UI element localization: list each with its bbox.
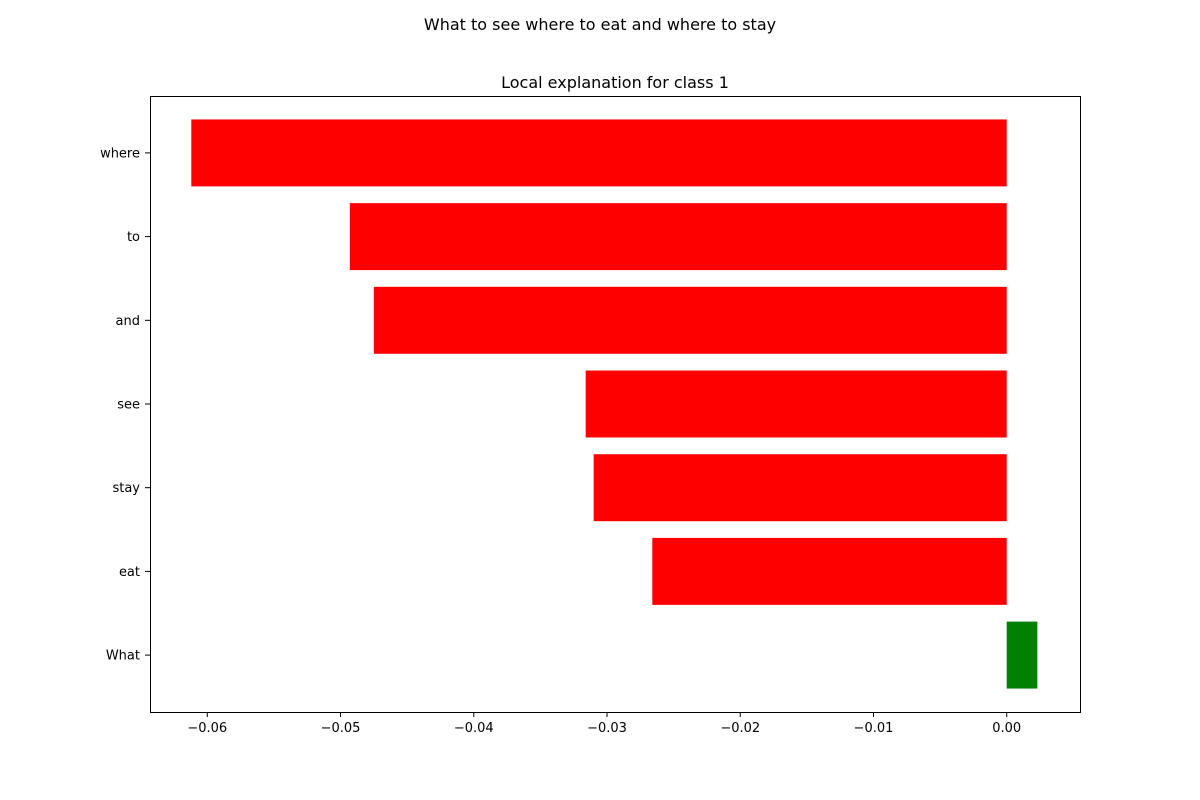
x-tick-label: −0.03 xyxy=(587,721,627,736)
figure-suptitle: What to see where to eat and where to st… xyxy=(424,15,776,34)
y-tick-label: eat xyxy=(119,565,140,580)
x-tick-label: −0.02 xyxy=(720,721,760,736)
axes-frame xyxy=(150,96,1081,713)
x-tick-label: −0.05 xyxy=(321,721,361,736)
axes-title: Local explanation for class 1 xyxy=(501,73,729,92)
y-tick-label: where xyxy=(100,146,140,161)
bar-and xyxy=(373,286,1007,354)
plot-area: What eat stay see and to where −0.06 −0.05 −0.04 −… xyxy=(100,119,1038,736)
y-tick-label: to xyxy=(127,230,140,245)
x-tick-label: −0.06 xyxy=(187,721,227,736)
bar-see xyxy=(585,370,1007,438)
y-tick-label: stay xyxy=(112,481,140,496)
bar-what xyxy=(1006,621,1038,689)
y-tick-label: see xyxy=(117,398,140,413)
x-tick-label: 0.00 xyxy=(992,721,1021,736)
y-tick-label: and xyxy=(116,314,140,329)
bar-eat xyxy=(652,537,1007,605)
bar-where xyxy=(191,119,1007,187)
y-tick-label: What xyxy=(106,649,140,664)
bar-to xyxy=(349,203,1007,271)
bar-stay xyxy=(593,454,1007,522)
x-tick-label: −0.01 xyxy=(854,721,894,736)
x-tick-label: −0.04 xyxy=(454,721,494,736)
